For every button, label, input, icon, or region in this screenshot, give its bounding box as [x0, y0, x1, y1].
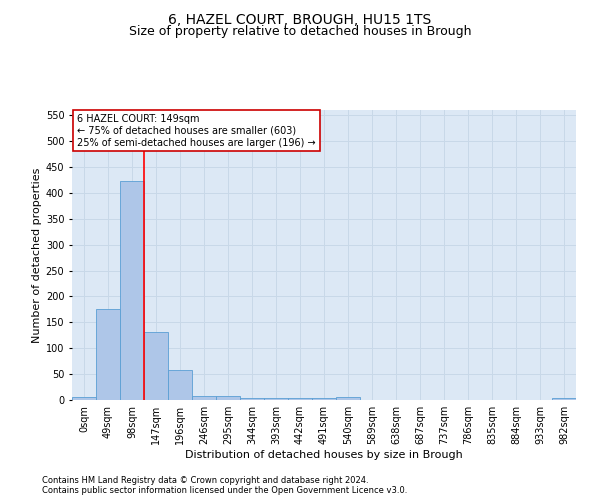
- Bar: [120, 182, 144, 400]
- Text: 6, HAZEL COURT, BROUGH, HU15 1TS: 6, HAZEL COURT, BROUGH, HU15 1TS: [169, 12, 431, 26]
- Text: Contains HM Land Registry data © Crown copyright and database right 2024.: Contains HM Land Registry data © Crown c…: [42, 476, 368, 485]
- Text: Size of property relative to detached houses in Brough: Size of property relative to detached ho…: [129, 25, 471, 38]
- X-axis label: Distribution of detached houses by size in Brough: Distribution of detached houses by size …: [185, 450, 463, 460]
- Bar: [144, 332, 168, 400]
- Bar: [168, 370, 192, 400]
- Bar: [240, 398, 264, 400]
- Bar: [264, 398, 288, 400]
- Text: 6 HAZEL COURT: 149sqm
← 75% of detached houses are smaller (603)
25% of semi-det: 6 HAZEL COURT: 149sqm ← 75% of detached …: [77, 114, 316, 148]
- Bar: [552, 398, 576, 400]
- Y-axis label: Number of detached properties: Number of detached properties: [32, 168, 41, 342]
- Bar: [72, 398, 96, 400]
- Text: Contains public sector information licensed under the Open Government Licence v3: Contains public sector information licen…: [42, 486, 407, 495]
- Bar: [312, 398, 336, 400]
- Bar: [288, 398, 312, 400]
- Bar: [336, 398, 360, 400]
- Bar: [96, 310, 120, 400]
- Bar: [192, 396, 216, 400]
- Bar: [216, 396, 240, 400]
